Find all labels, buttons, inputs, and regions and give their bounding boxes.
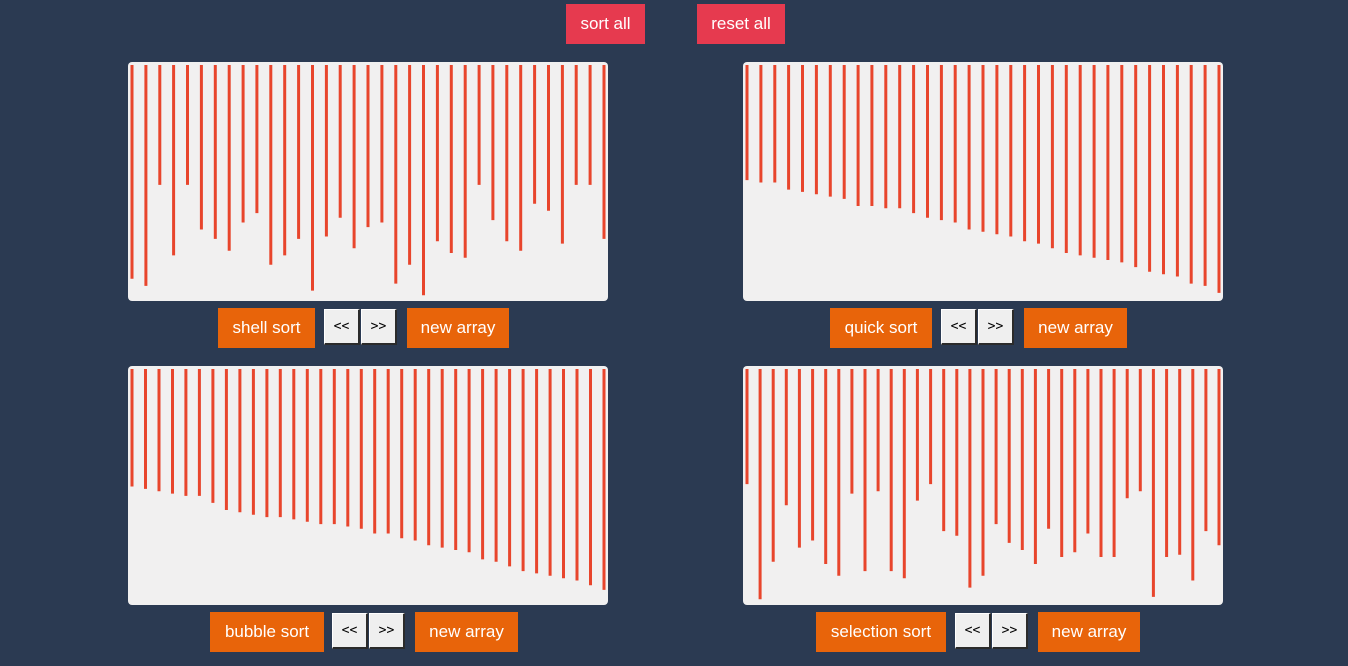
step-back-button[interactable]: << bbox=[324, 309, 360, 345]
sort-button[interactable]: shell sort bbox=[218, 308, 315, 348]
sort-panel: selection sort << >> new array bbox=[743, 366, 1223, 652]
step-back-button[interactable]: << bbox=[941, 309, 977, 345]
new-array-button[interactable]: new array bbox=[1038, 612, 1140, 652]
sort-button[interactable]: quick sort bbox=[830, 308, 932, 348]
new-array-button[interactable]: new array bbox=[407, 308, 509, 348]
panel-controls: quick sort << >> new array bbox=[743, 308, 1223, 348]
bars-svg bbox=[745, 65, 1221, 293]
step-back-button[interactable]: << bbox=[332, 613, 368, 649]
step-back-button[interactable]: << bbox=[955, 613, 991, 649]
bars-svg bbox=[130, 65, 606, 296]
sort-panel: quick sort << >> new array bbox=[743, 62, 1223, 348]
panel-controls: shell sort << >> new array bbox=[128, 308, 608, 348]
global-toolbar: sort all reset all bbox=[0, 4, 1348, 44]
reset-all-button[interactable]: reset all bbox=[697, 4, 785, 44]
step-forward-button[interactable]: >> bbox=[361, 309, 397, 345]
step-forward-button[interactable]: >> bbox=[978, 309, 1014, 345]
new-array-button[interactable]: new array bbox=[1024, 308, 1127, 348]
panel-controls: selection sort << >> new array bbox=[743, 612, 1223, 652]
sort-button[interactable]: bubble sort bbox=[210, 612, 324, 652]
step-forward-button[interactable]: >> bbox=[992, 613, 1028, 649]
bars-svg bbox=[745, 369, 1221, 600]
sort-all-button[interactable]: sort all bbox=[566, 4, 645, 44]
bar-chart bbox=[743, 62, 1223, 301]
bar-chart bbox=[743, 366, 1223, 605]
step-forward-button[interactable]: >> bbox=[369, 613, 405, 649]
panel-controls: bubble sort << >> new array bbox=[128, 612, 608, 652]
sort-button[interactable]: selection sort bbox=[816, 612, 946, 652]
bars-svg bbox=[130, 369, 606, 590]
bar-chart bbox=[128, 366, 608, 605]
sort-panel: shell sort << >> new array bbox=[128, 62, 608, 348]
sort-panel: bubble sort << >> new array bbox=[128, 366, 608, 652]
new-array-button[interactable]: new array bbox=[415, 612, 518, 652]
bar-chart bbox=[128, 62, 608, 301]
